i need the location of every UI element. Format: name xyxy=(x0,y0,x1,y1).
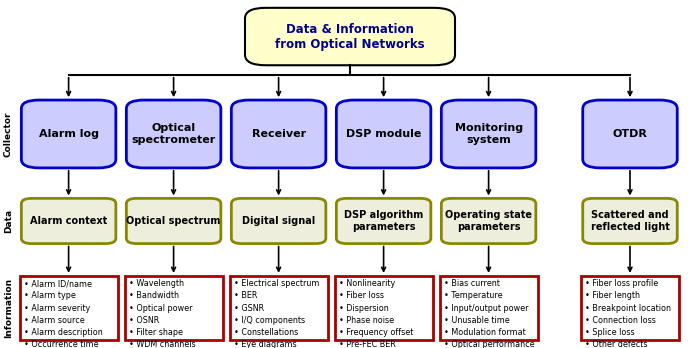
Bar xyxy=(581,276,679,340)
Text: • Electrical spectrum
• BER
• GSNR
• I/Q components
• Constellations
• Eye diagr: • Electrical spectrum • BER • GSNR • I/Q… xyxy=(234,279,319,348)
Text: Alarm context: Alarm context xyxy=(30,216,107,226)
FancyBboxPatch shape xyxy=(21,198,116,244)
FancyBboxPatch shape xyxy=(231,100,326,168)
Text: Receiver: Receiver xyxy=(251,129,306,139)
FancyBboxPatch shape xyxy=(21,100,116,168)
Text: Optical
spectrometer: Optical spectrometer xyxy=(132,123,216,145)
Bar xyxy=(125,276,223,340)
FancyBboxPatch shape xyxy=(126,100,221,168)
Text: • Alarm ID/name
• Alarm type
• Alarm severity
• Alarm source
• Alarm description: • Alarm ID/name • Alarm type • Alarm sev… xyxy=(24,279,102,348)
FancyBboxPatch shape xyxy=(245,8,455,65)
Text: • Nonlinearity
• Fiber loss
• Dispersion
• Phase noise
• Frequency offset
• Pre-: • Nonlinearity • Fiber loss • Dispersion… xyxy=(339,279,413,348)
FancyBboxPatch shape xyxy=(441,100,536,168)
Text: • Bias current
• Temperature
• Input/output power
• Unusable time
• Modulation f: • Bias current • Temperature • Input/out… xyxy=(444,279,534,348)
FancyBboxPatch shape xyxy=(337,198,431,244)
FancyBboxPatch shape xyxy=(126,198,221,244)
Text: Alarm log: Alarm log xyxy=(38,129,99,139)
Text: Digital signal: Digital signal xyxy=(242,216,315,226)
Text: Optical spectrum: Optical spectrum xyxy=(127,216,220,226)
Text: Information: Information xyxy=(4,278,13,338)
Text: Data & Information
from Optical Networks: Data & Information from Optical Networks xyxy=(275,23,425,50)
FancyBboxPatch shape xyxy=(582,100,678,168)
Text: Scattered and
reflected light: Scattered and reflected light xyxy=(591,210,669,232)
FancyBboxPatch shape xyxy=(337,100,431,168)
Text: Data: Data xyxy=(4,209,13,233)
Bar xyxy=(440,276,538,340)
FancyBboxPatch shape xyxy=(582,198,678,244)
Bar xyxy=(230,276,328,340)
Text: DSP module: DSP module xyxy=(346,129,421,139)
Text: Collector: Collector xyxy=(4,111,13,157)
Text: • Wavelength
• Bandwidth
• Optical power
• OSNR
• Filter shape
• WDM channels: • Wavelength • Bandwidth • Optical power… xyxy=(129,279,195,348)
Text: Operating state
parameters: Operating state parameters xyxy=(445,210,532,232)
FancyBboxPatch shape xyxy=(441,198,536,244)
Bar xyxy=(335,276,433,340)
Text: DSP algorithm
parameters: DSP algorithm parameters xyxy=(344,210,424,232)
Text: Monitoring
system: Monitoring system xyxy=(454,123,523,145)
FancyBboxPatch shape xyxy=(231,198,326,244)
Text: • Fiber loss profile
• Fiber length
• Breakpoint location
• Connection loss
• Sp: • Fiber loss profile • Fiber length • Br… xyxy=(585,279,671,348)
Text: OTDR: OTDR xyxy=(612,129,648,139)
Bar xyxy=(20,276,118,340)
